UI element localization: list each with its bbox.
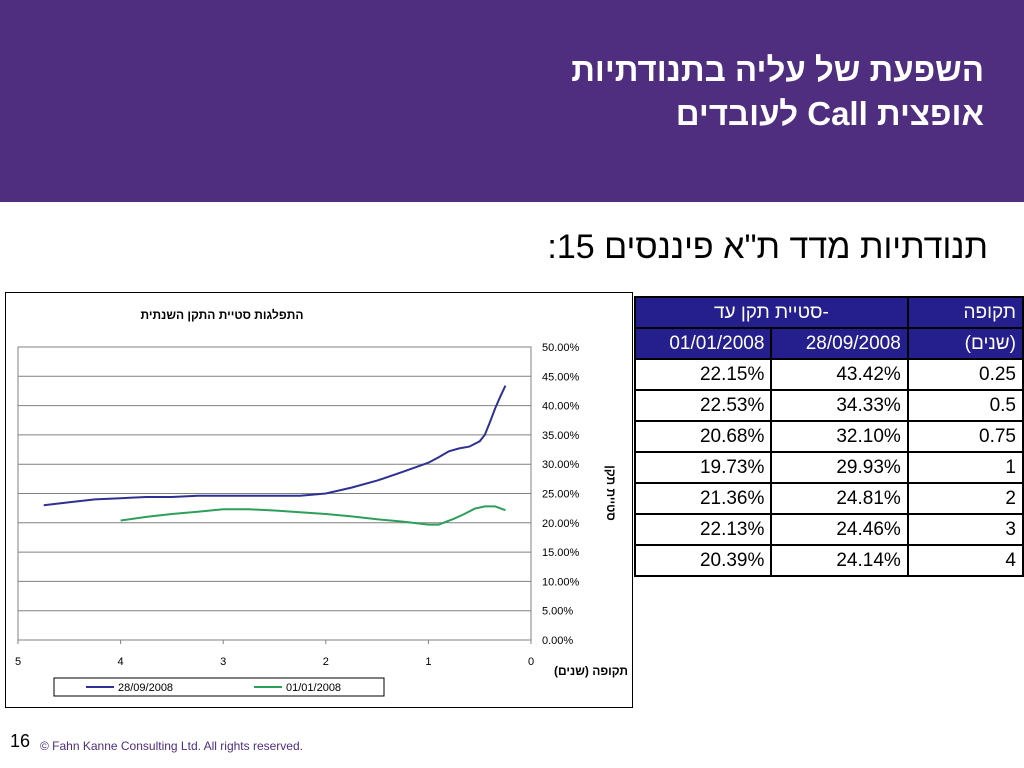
legend-label-series-1: 28/09/2008 — [118, 682, 173, 694]
series-line-2 — [120, 505, 506, 526]
y-tick-label: 50.00% — [542, 342, 580, 354]
chart-canvas: התפלגות סטיית התקן השנתית 0.00%5.00%10.0… — [15, 308, 628, 697]
chart-title: התפלגות סטיית התקן השנתית — [141, 308, 304, 322]
y-tick-label: 10.00% — [542, 576, 580, 588]
cell-period: 0.75 — [906, 420, 1024, 453]
table-header-row-2: 01/01/2008 28/09/2008 (שנים) — [633, 327, 1024, 360]
cell-date1: 34.33% — [770, 389, 909, 422]
y-tick-label: 25.00% — [542, 489, 580, 501]
cell-date1: 43.42% — [770, 358, 909, 391]
legend-label-series-2: 01/01/2008 — [286, 682, 341, 694]
cell-period: 0.5 — [906, 389, 1024, 422]
cell-period: 3 — [906, 513, 1024, 546]
header-date-1: 28/09/2008 — [770, 327, 909, 360]
y-tick-label: 20.00% — [542, 518, 580, 530]
cell-date2: 22.53% — [633, 389, 773, 422]
table-row: 20.39% 24.14% 4 — [633, 544, 1024, 577]
cell-date1: 29.93% — [770, 451, 909, 484]
cell-date2: 22.13% — [633, 513, 773, 546]
cell-date2: 22.15% — [633, 358, 773, 391]
x-axis-ticks: 5 4 3 2 1 0 — [15, 640, 534, 668]
table-header-row-1: סטיית תקן עד- תקופה — [634, 296, 1024, 329]
y-tick-label: 45.00% — [542, 371, 580, 383]
cell-date1: 24.46% — [770, 513, 909, 546]
volatility-chart: התפלגות סטיית התקן השנתית 0.00% 5.00% 10.0… — [5, 292, 633, 708]
series-line-1 — [43, 385, 507, 507]
cell-date2: 20.39% — [633, 544, 773, 577]
copyright-notice: © Fahn Kanne Consulting Ltd. All rights … — [40, 739, 303, 753]
cell-period: 4 — [906, 544, 1024, 577]
volatility-table: סטיית תקן עד- תקופה 01/01/2008 28/09/200… — [633, 296, 1024, 577]
table-row: 22.53% 34.33% 0.5 — [633, 389, 1024, 422]
title-line-2: אופצית Call לעובדים — [675, 95, 984, 132]
table-row: 21.36% 24.81% 2 — [633, 482, 1024, 515]
y-axis-label: סטיית תקן — [604, 465, 618, 520]
cell-date2: 21.36% — [633, 482, 773, 515]
header-period: תקופה — [906, 296, 1024, 329]
grid-lines — [18, 375, 531, 612]
x-tick-label: 0 — [528, 656, 534, 668]
cell-date1: 32.10% — [770, 420, 909, 453]
slide-title: השפעת של עליה בתנודתיות אופצית Call לעוב… — [571, 48, 984, 136]
cell-period: 2 — [906, 482, 1024, 515]
table-row: 19.73% 29.93% 1 — [633, 451, 1024, 484]
chart-legend: 28/09/2008 01/01/2008 — [53, 677, 385, 697]
header-date-2: 01/01/2008 — [633, 327, 773, 360]
x-tick-label: 4 — [118, 656, 124, 668]
x-tick-label: 2 — [323, 656, 329, 668]
x-axis-label: תקופה (שנים) — [554, 664, 628, 678]
cell-period: 0.25 — [906, 358, 1024, 391]
header-rate-group: סטיית תקן עד- — [634, 296, 909, 329]
header-period-unit: (שנים) — [906, 327, 1024, 360]
y-tick-label: 30.00% — [542, 459, 580, 471]
x-tick-label: 5 — [15, 656, 21, 668]
cell-date2: 20.68% — [633, 420, 773, 453]
cell-date2: 19.73% — [633, 451, 773, 484]
cell-period: 1 — [906, 451, 1024, 484]
table-row: 20.68% 32.10% 0.75 — [633, 420, 1024, 453]
title-line-1: השפעת של עליה בתנודתיות — [571, 51, 984, 88]
y-tick-label: 40.00% — [542, 401, 580, 413]
cell-date1: 24.81% — [770, 482, 909, 515]
x-tick-label: 1 — [425, 656, 431, 668]
legend-box — [53, 677, 385, 697]
y-tick-label: 5.00% — [542, 606, 573, 618]
page-number: 16 — [10, 731, 31, 751]
series-lines — [43, 385, 507, 526]
cell-date1: 24.14% — [770, 544, 909, 577]
y-tick-label: 35.00% — [542, 430, 580, 442]
table-row: 22.15% 43.42% 0.25 — [633, 358, 1024, 391]
y-axis-ticks: 0.00% 5.00% 10.00% 15.00% 20.00% 25.00% 30.00%… — [542, 342, 580, 647]
slide-subtitle: תנודתיות מדד ת"א פיננסים 15: — [547, 228, 988, 266]
y-tick-label: 0.00% — [542, 635, 573, 647]
y-tick-label: 15.00% — [542, 547, 580, 559]
x-tick-label: 3 — [220, 656, 226, 668]
table-row: 22.13% 24.46% 3 — [633, 513, 1024, 546]
title-banner: השפעת של עליה בתנודתיות אופצית Call לעוב… — [0, 0, 1024, 202]
